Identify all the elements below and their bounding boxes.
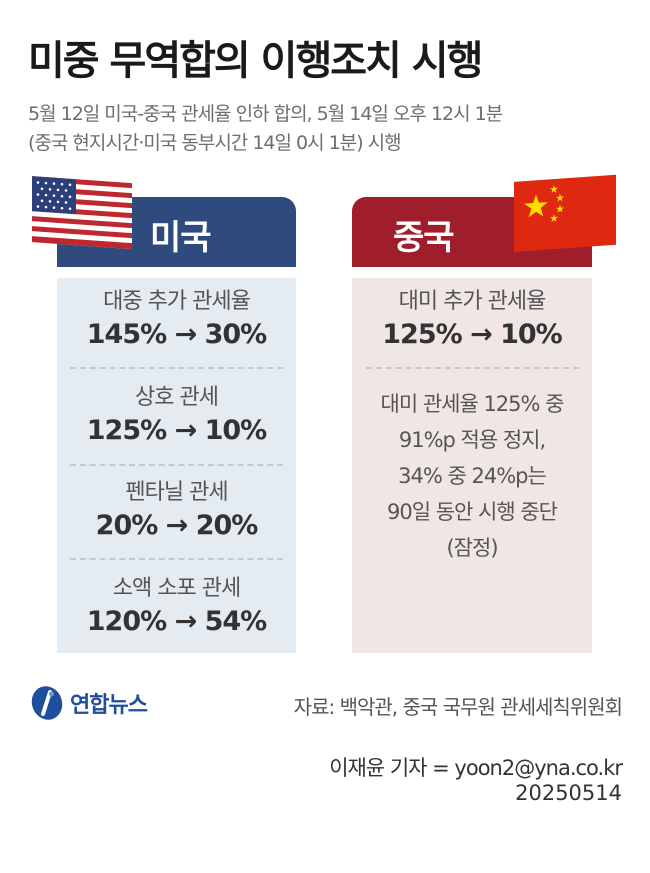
page-title: 미중 무역합의 이행조치 시행 (28, 38, 483, 84)
divider (70, 367, 283, 369)
us-item: 펜타닐 관세 20% → 20% (57, 478, 296, 544)
source-text: 자료: 백악관, 중국 국무원 관세세칙위원회 (293, 695, 623, 719)
china-note-line: 90일 동안 시행 중단 (387, 500, 558, 524)
subtitle: 5월 12일 미국-중국 관세율 인하 합의, 5월 14일 오후 12시 1분… (28, 100, 628, 158)
china-note-line: 대미 관세율 125% 중 (380, 392, 565, 416)
china-item-value: 125% → 10% (382, 319, 562, 350)
china-item-label: 대미 추가 관세율 (398, 289, 547, 314)
us-item-label: 펜타닐 관세 (125, 480, 228, 505)
divider (70, 558, 283, 560)
us-item: 상호 관세 125% → 10% (57, 383, 296, 449)
divider (70, 464, 283, 466)
date-text: 20250514 (515, 781, 622, 805)
us-item-value: 120% → 54% (86, 606, 267, 637)
credit-text: 이재윤 기자 = yoon2@yna.co.kr (329, 756, 623, 780)
logo-text: 연합뉴스 (70, 693, 148, 718)
us-item-label: 소액 소포 관세 (112, 576, 241, 601)
us-item-value: 125% → 10% (86, 415, 267, 446)
china-note-line: (잠정) (446, 536, 498, 560)
china-note-line: 91%p 적용 정지, (398, 428, 546, 452)
china-item: 대미 추가 관세율 125% → 10% (352, 287, 592, 353)
us-header-label: 미국 (150, 218, 212, 258)
us-item: 소액 소포 관세 120% → 54% (57, 574, 296, 640)
yonhap-logo: 연합뉴스 (28, 684, 148, 722)
us-item-label: 상호 관세 (135, 385, 219, 410)
china-panel (352, 278, 592, 653)
yonhap-logo-icon (31, 686, 63, 720)
us-item: 대중 추가 관세율 145% → 30% (57, 287, 296, 353)
us-item-label: 대중 추가 관세율 (103, 289, 251, 314)
china-note: 대미 관세율 125% 중 91%p 적용 정지, 34% 중 24%p는 90… (352, 386, 592, 566)
subtitle-line: 5월 12일 미국-중국 관세율 인하 합의, 5월 14일 오후 12시 1분 (28, 103, 503, 125)
us-item-value: 145% → 30% (86, 319, 267, 350)
china-header-label: 중국 (393, 218, 455, 258)
us-item-value: 20% → 20% (95, 510, 259, 541)
china-note-line: 34% 중 24%p는 (398, 464, 547, 488)
divider (366, 367, 579, 369)
subtitle-line: (중국 현지시간·미국 동부시간 14일 0시 1분) 시행 (28, 132, 402, 154)
us-flag-icon (32, 176, 132, 250)
china-flag-icon (514, 174, 616, 252)
